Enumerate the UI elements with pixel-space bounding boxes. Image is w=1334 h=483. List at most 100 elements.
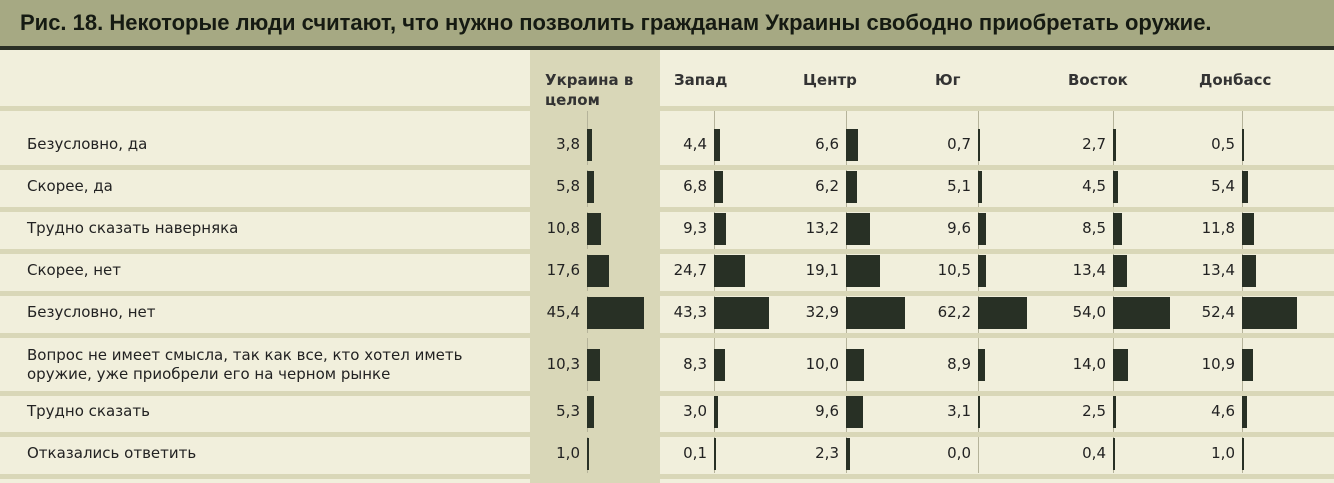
bar: [1242, 348, 1254, 381]
value-label: 9,6: [815, 402, 839, 420]
value-label: 6,8: [683, 176, 707, 195]
row-separator: [0, 165, 1334, 170]
bar: [846, 129, 858, 161]
column-header: Украина в целом: [545, 71, 634, 109]
bar: [1242, 296, 1298, 329]
column-header: Центр: [803, 71, 857, 89]
value-label: 54,0: [1072, 302, 1106, 321]
value-label: 8,3: [683, 354, 707, 373]
value-label: 1,0: [1211, 443, 1235, 462]
row-separator: [0, 432, 1334, 437]
value-label: 19,1: [805, 260, 839, 279]
bar: [1113, 348, 1128, 381]
bar: [587, 296, 645, 329]
value-label: 43,3: [673, 302, 707, 321]
value-label: 3,1: [947, 402, 971, 420]
bar: [714, 296, 769, 329]
bar: [1242, 437, 1244, 470]
value-label: 4,4: [683, 135, 707, 153]
bar: [978, 254, 987, 287]
bar: [846, 348, 864, 381]
bar: [587, 129, 592, 161]
value-label: 17,6: [546, 260, 580, 279]
bar: [978, 212, 986, 245]
row-label: Отказались ответить: [27, 443, 197, 462]
row-separator: [0, 106, 1334, 111]
bar: [846, 296, 906, 329]
bar: [587, 212, 601, 245]
bar: [846, 212, 870, 245]
row-separator: [0, 333, 1334, 338]
value-label: 2,7: [1082, 135, 1106, 153]
bar: [846, 254, 881, 287]
value-label: 14,0: [1072, 354, 1106, 373]
value-label: 62,2: [937, 302, 971, 321]
value-label: 2,3: [815, 443, 839, 462]
bar: [714, 254, 746, 287]
bar: [1113, 170, 1118, 203]
value-label: 9,3: [683, 218, 707, 237]
value-label: 24,7: [673, 260, 707, 279]
row-label: Трудно сказать: [27, 402, 150, 420]
value-label: 10,0: [805, 354, 839, 373]
bar: [978, 396, 981, 428]
value-label: 5,8: [556, 176, 580, 195]
bar: [1242, 129, 1244, 161]
row-label: Скорее, нет: [27, 260, 121, 279]
value-label: 45,4: [546, 302, 580, 321]
value-label: 32,9: [805, 302, 839, 321]
value-label: 52,4: [1201, 302, 1235, 321]
bar: [587, 396, 594, 428]
bar: [978, 129, 980, 161]
bar: [714, 396, 718, 428]
row-separator: [0, 391, 1334, 396]
bar: [1242, 254, 1257, 287]
bar: [978, 170, 983, 203]
row-label: Безусловно, нет: [27, 302, 156, 321]
value-label: 10,9: [1201, 354, 1235, 373]
value-label: 5,1: [947, 176, 971, 195]
bar: [1242, 396, 1247, 428]
value-label: 3,8: [556, 135, 580, 153]
bar: [978, 296, 1028, 329]
bar: [587, 437, 589, 470]
value-label: 10,5: [937, 260, 971, 279]
column-header: Донбасс: [1199, 71, 1272, 89]
title-bar: Рис. 18. Некоторые люди считают, что нуж…: [0, 0, 1334, 50]
value-label: 6,6: [815, 135, 839, 153]
bar: [1113, 254, 1128, 287]
bar: [1113, 437, 1115, 470]
row-separator: [0, 207, 1334, 212]
value-label: 4,5: [1082, 176, 1106, 195]
value-label: 1,0: [556, 443, 580, 462]
value-label: 13,4: [1201, 260, 1235, 279]
bar: [978, 348, 986, 381]
value-label: 0,4: [1082, 443, 1106, 462]
row-label: Вопрос не имеет смысла, так как все, кто…: [27, 345, 463, 383]
row-label: Трудно сказать наверняка: [27, 218, 239, 237]
bar: [587, 348, 600, 381]
bar: [714, 170, 723, 203]
row-label: Скорее, да: [27, 176, 113, 195]
value-label: 8,5: [1082, 218, 1106, 237]
bar: [1242, 212, 1255, 245]
bar: [846, 437, 851, 470]
bar: [1113, 296, 1170, 329]
value-label: 2,5: [1082, 402, 1106, 420]
value-label: 4,6: [1211, 402, 1235, 420]
bar: [846, 170, 858, 203]
value-label: 10,8: [546, 218, 580, 237]
value-label: 13,2: [805, 218, 839, 237]
value-label: 0,0: [947, 443, 971, 462]
bar: [846, 396, 864, 428]
value-label: 10,3: [546, 354, 580, 373]
value-label: 3,0: [683, 402, 707, 420]
value-label: 5,3: [556, 402, 580, 420]
column-header: Запад: [674, 71, 728, 89]
value-label: 9,6: [947, 218, 971, 237]
bar: [714, 348, 725, 381]
chart-title: Рис. 18. Некоторые люди считают, что нуж…: [20, 10, 1212, 35]
value-label: 5,4: [1211, 176, 1235, 195]
value-label: 13,4: [1072, 260, 1106, 279]
value-label: 0,7: [947, 135, 971, 153]
